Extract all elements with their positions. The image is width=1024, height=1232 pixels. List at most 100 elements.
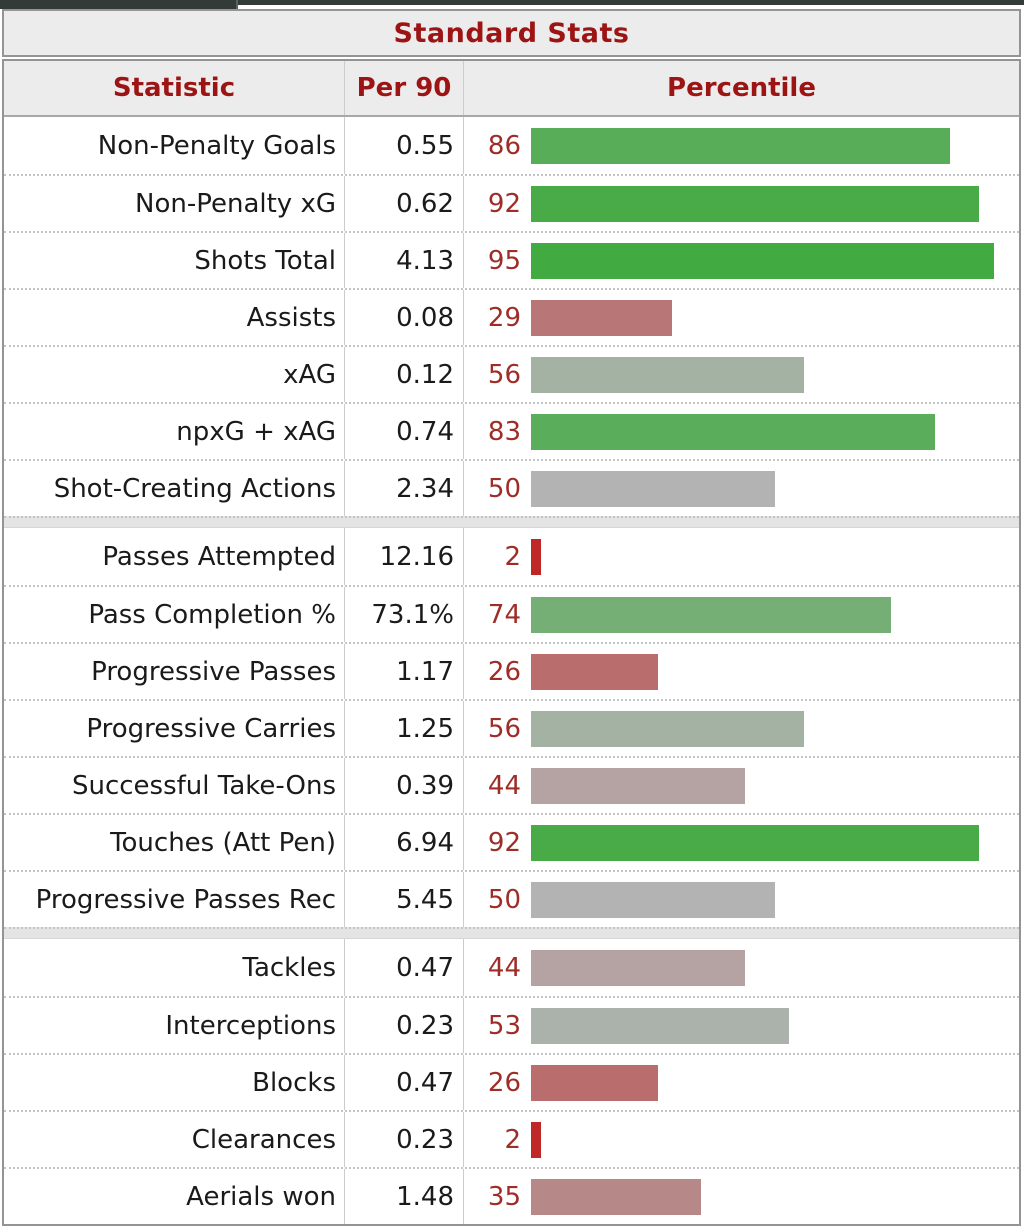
percentile-bar (531, 356, 804, 393)
statistic-label: Aerials won (4, 1169, 345, 1224)
percentile-cell: 35 (464, 1169, 1019, 1224)
statistic-label: npxG + xAG (4, 404, 345, 459)
percentile-cell: 56 (464, 347, 1019, 402)
statistic-label: Assists (4, 290, 345, 345)
column-header-percentile: Percentile (667, 73, 816, 103)
statistic-label: Touches (Att Pen) (4, 815, 345, 870)
table-row: Progressive Carries 1.25 56 (4, 699, 1019, 756)
column-header-per90: Per 90 (345, 61, 464, 115)
statistic-label: Progressive Passes (4, 644, 345, 699)
table-row: Assists 0.08 29 (4, 288, 1019, 345)
table-row: xAG 0.12 56 (4, 345, 1019, 402)
percentile-cell: 92 (464, 815, 1019, 870)
table-row: Aerials won 1.48 35 (4, 1167, 1019, 1224)
table-row: Non-Penalty xG 0.62 92 (4, 174, 1019, 231)
table-row: Blocks 0.47 26 (4, 1053, 1019, 1110)
per90-value: 0.12 (345, 347, 464, 402)
statistic-label: Clearances (4, 1112, 345, 1167)
percentile-cell: 2 (464, 528, 1019, 585)
table-row: Clearances 0.23 2 (4, 1110, 1019, 1167)
table-row: Shots Total 4.13 95 (4, 231, 1019, 288)
column-header-row: Statistic Per 90 Percentile (4, 61, 1019, 117)
per90-value: 4.13 (345, 233, 464, 288)
percentile-value: 86 (487, 130, 521, 161)
table-row: Passes Attempted 12.16 2 (4, 528, 1019, 585)
percentile-value: 35 (487, 1181, 521, 1212)
percentile-cell: 50 (464, 872, 1019, 927)
percentile-bar (531, 413, 935, 450)
per90-value: 0.55 (345, 117, 464, 174)
percentile-bar (531, 596, 891, 633)
percentile-bar (531, 1178, 701, 1215)
percentile-bar (531, 1007, 789, 1044)
percentile-cell: 26 (464, 1055, 1019, 1110)
percentile-cell: 74 (464, 587, 1019, 642)
percentile-cell: 2 (464, 1112, 1019, 1167)
statistic-label: Successful Take-Ons (4, 758, 345, 813)
scouting-report-table: Standard Stats Statistic Per 90 Percenti… (2, 9, 1021, 1226)
percentile-value: 92 (487, 827, 521, 858)
per90-value: 0.08 (345, 290, 464, 345)
stats-grid: Statistic Per 90 Percentile Non-Penalty … (2, 59, 1021, 1226)
percentile-cell: 44 (464, 939, 1019, 996)
table-row: npxG + xAG 0.74 83 (4, 402, 1019, 459)
percentile-value: 74 (487, 599, 521, 630)
per90-value: 0.74 (345, 404, 464, 459)
table-row: Interceptions 0.23 53 (4, 996, 1019, 1053)
percentile-cell: 95 (464, 233, 1019, 288)
percentile-cell: 53 (464, 998, 1019, 1053)
percentile-bar (531, 653, 658, 690)
percentile-cell: 83 (464, 404, 1019, 459)
per90-value: 0.39 (345, 758, 464, 813)
statistic-label: Progressive Passes Rec (4, 872, 345, 927)
statistic-label: Non-Penalty xG (4, 176, 345, 231)
percentile-value: 92 (487, 188, 521, 219)
statistic-label: Passes Attempted (4, 528, 345, 585)
percentile-value: 53 (487, 1010, 521, 1041)
percentile-cell: 29 (464, 290, 1019, 345)
percentile-value: 56 (487, 359, 521, 390)
per90-value: 0.62 (345, 176, 464, 231)
percentile-bar (531, 767, 745, 804)
browser-tab-edge (0, 0, 238, 9)
table-title: Standard Stats (393, 17, 630, 49)
statistic-label: Interceptions (4, 998, 345, 1053)
percentile-cell: 44 (464, 758, 1019, 813)
percentile-bar (531, 824, 979, 861)
percentile-value: 83 (487, 416, 521, 447)
per90-value: 0.47 (345, 939, 464, 996)
percentile-bar (531, 299, 672, 336)
statistic-label: Shots Total (4, 233, 345, 288)
percentile-bar (531, 185, 979, 222)
percentile-bar (531, 1064, 658, 1101)
percentile-bar (531, 710, 804, 747)
column-header-statistic: Statistic (4, 61, 345, 115)
percentile-value: 50 (487, 884, 521, 915)
per90-value: 1.25 (345, 701, 464, 756)
table-row: Successful Take-Ons 0.39 44 (4, 756, 1019, 813)
per90-value: 2.34 (345, 461, 464, 516)
percentile-value: 2 (504, 1124, 521, 1155)
per90-value: 0.47 (345, 1055, 464, 1110)
statistic-label: Non-Penalty Goals (4, 117, 345, 174)
table-row: Shot-Creating Actions 2.34 50 (4, 459, 1019, 516)
table-row: Non-Penalty Goals 0.55 86 (4, 117, 1019, 174)
percentile-bar (531, 470, 775, 507)
percentile-cell: 26 (464, 644, 1019, 699)
percentile-cell: 86 (464, 117, 1019, 174)
percentile-value: 44 (487, 770, 521, 801)
percentile-value: 2 (504, 541, 521, 572)
percentile-cell: 56 (464, 701, 1019, 756)
table-row: Progressive Passes Rec 5.45 50 (4, 870, 1019, 927)
section-separator (4, 516, 1019, 528)
percentile-cell: 50 (464, 461, 1019, 516)
percentile-value: 26 (487, 656, 521, 687)
per90-value: 12.16 (345, 528, 464, 585)
statistic-label: xAG (4, 347, 345, 402)
percentile-value: 95 (487, 245, 521, 276)
percentile-value: 29 (487, 302, 521, 333)
percentile-bar (531, 127, 950, 164)
table-title-bar: Standard Stats (2, 9, 1021, 57)
statistic-label: Shot-Creating Actions (4, 461, 345, 516)
percentile-bar (531, 1121, 541, 1158)
